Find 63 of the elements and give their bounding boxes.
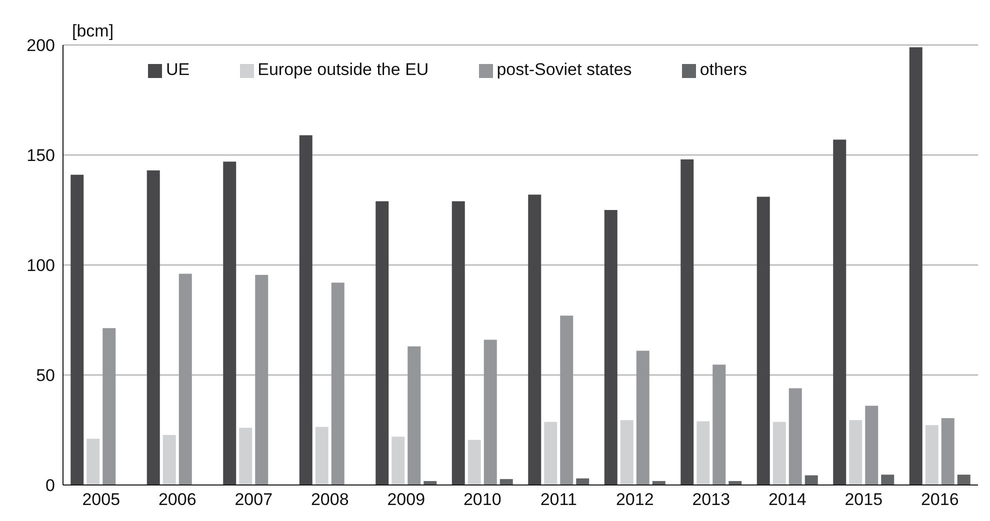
bar (299, 135, 312, 485)
x-tick-label: 2006 (158, 490, 196, 510)
bar (86, 438, 100, 485)
bar (408, 346, 421, 485)
bar (865, 406, 878, 485)
y-tick-label: 50 (36, 366, 55, 386)
x-tick-label: 2005 (82, 490, 120, 510)
legend-label: others (700, 60, 748, 79)
x-tick-label: 2013 (692, 490, 730, 510)
bar (146, 170, 160, 485)
x-tick-label: 2008 (310, 490, 349, 510)
bar (223, 162, 236, 485)
bar (162, 435, 176, 485)
bar (756, 196, 770, 485)
y-tick-label: 0 (46, 476, 55, 496)
bar (452, 201, 465, 485)
bar (909, 47, 922, 485)
x-tick-label: 2012 (616, 490, 654, 510)
x-tick-label: 2015 (844, 490, 883, 510)
legend-label: Europe outside the EU (258, 60, 429, 79)
bar (392, 436, 405, 485)
y-tick-label: 200 (26, 36, 55, 56)
bar (620, 420, 634, 485)
x-tick-label: 2016 (920, 490, 959, 510)
x-tick-label: 2007 (234, 490, 273, 510)
bar (528, 194, 542, 485)
bar (468, 440, 481, 485)
y-axis-title: [bcm] (72, 21, 114, 40)
bar (239, 428, 252, 485)
y-tick-label: 100 (26, 256, 55, 276)
bar (102, 328, 116, 485)
bar (178, 274, 192, 485)
x-tick-label: 2009 (387, 490, 426, 510)
x-tick-label: 2011 (540, 490, 577, 510)
legend-label: post-Soviet states (496, 60, 632, 79)
bar (925, 425, 938, 485)
x-tick-label: 2014 (768, 490, 806, 510)
legend-label: UE (166, 60, 190, 79)
bar (957, 474, 970, 485)
bar (604, 210, 618, 485)
bar (941, 418, 954, 485)
bar (376, 201, 389, 485)
bar (712, 364, 726, 485)
bar (804, 475, 818, 485)
bar (315, 426, 328, 485)
bar (849, 420, 862, 485)
x-tick-label: 2010 (463, 490, 502, 510)
bar (560, 316, 574, 485)
bar (833, 140, 846, 485)
bar (70, 174, 84, 485)
bar (788, 388, 802, 485)
bar (484, 340, 497, 485)
bar (576, 478, 590, 485)
bar (500, 479, 513, 485)
bar (696, 421, 710, 485)
bar (772, 422, 786, 485)
bar (680, 159, 694, 485)
bar (255, 274, 268, 485)
bar (881, 474, 894, 485)
bar (544, 422, 558, 485)
bar (331, 282, 344, 485)
bar (636, 350, 650, 485)
y-tick-label: 150 (26, 146, 55, 166)
